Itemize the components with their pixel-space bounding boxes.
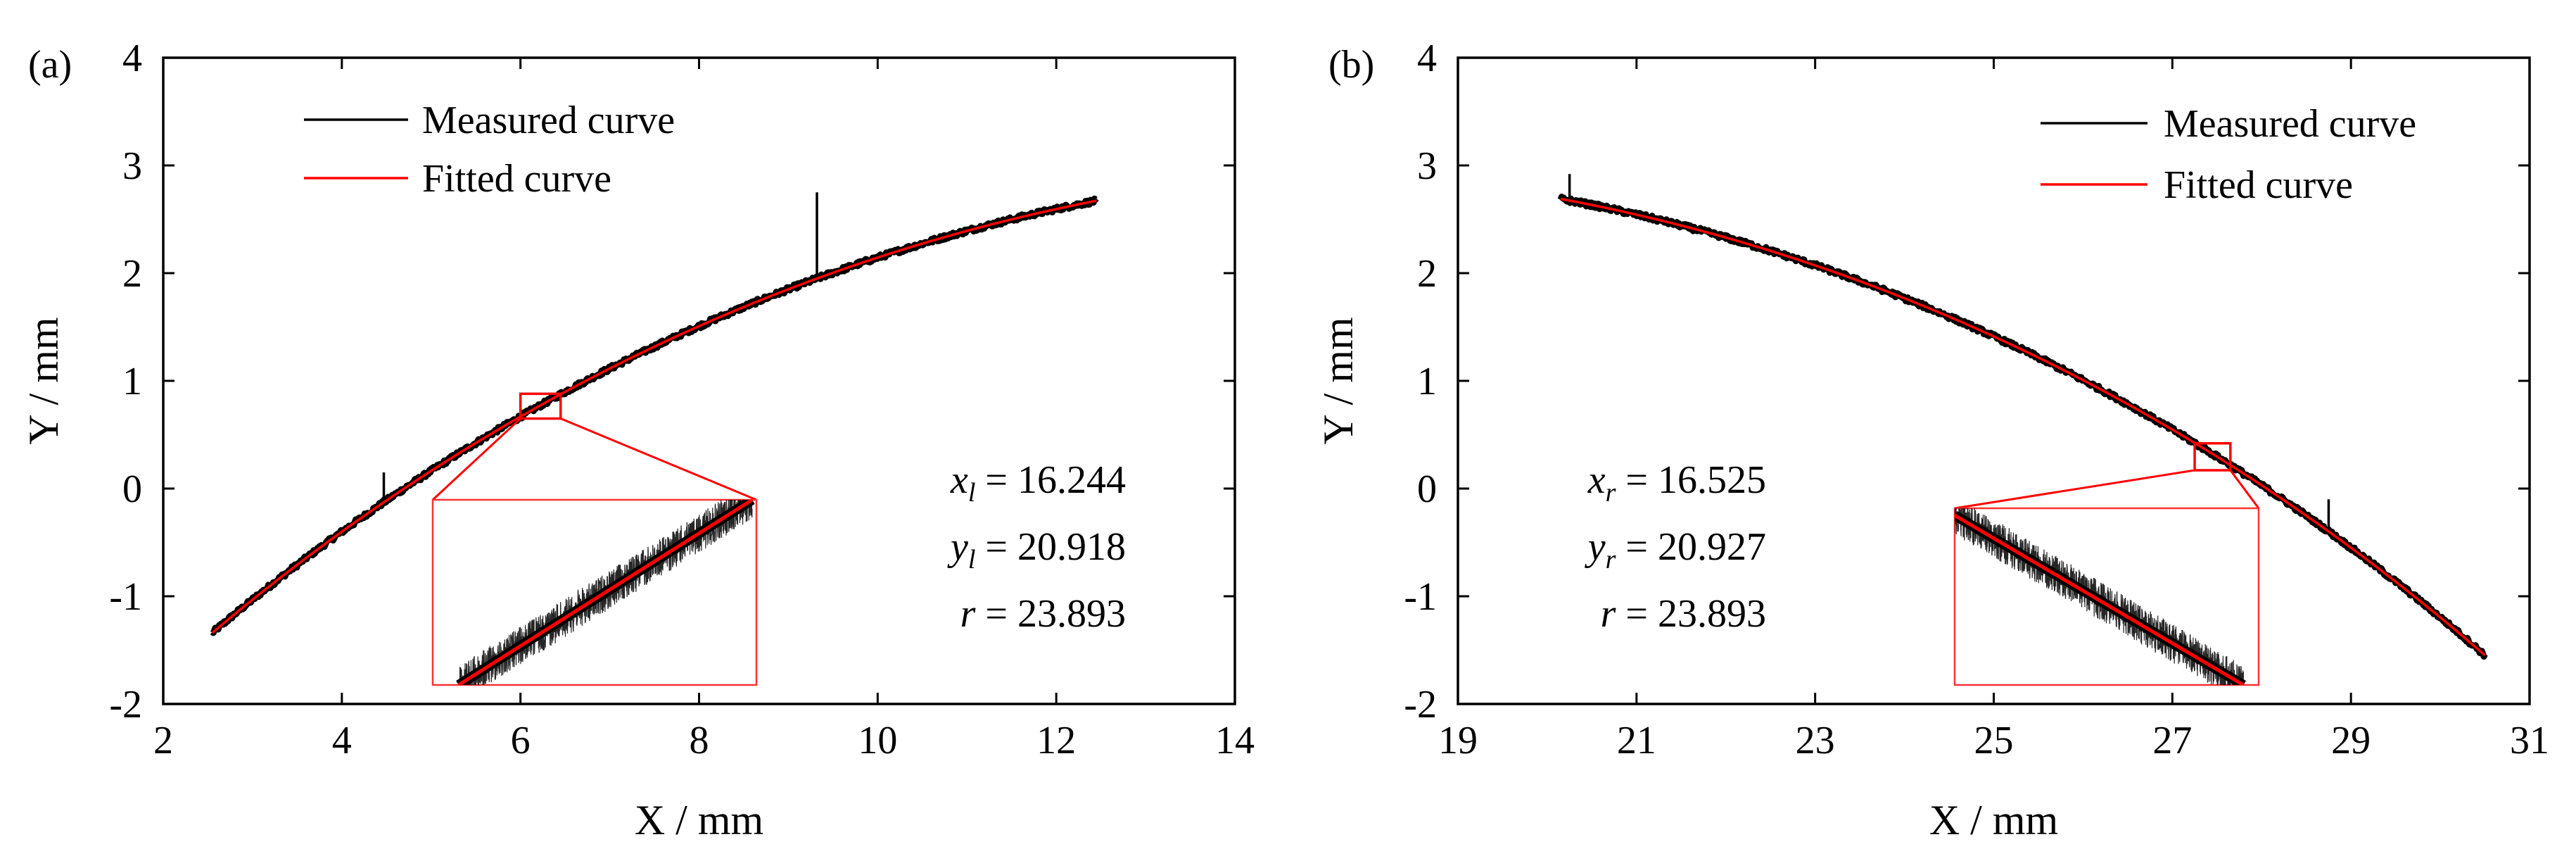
zoom-inset [431,498,758,686]
y-tick-label: 0 [122,467,142,511]
annotation-var: r [1601,592,1616,636]
annotation-value: = 20.927 [1616,525,1766,569]
x-axis-label: X / mm [1929,797,2058,843]
x-tick-label: 6 [511,719,531,762]
annotation-value: = 20.918 [975,525,1126,569]
y-tick-label: 3 [122,144,142,188]
y-tick-label: 1 [122,360,142,403]
annotation-sub: l [968,478,976,508]
annotation-var: x [1587,458,1606,502]
zoom-region-box [2193,441,2232,472]
zoom-inset [1953,507,2260,686]
axes-frame [162,56,1236,705]
annotation-sub: r [1606,545,1616,574]
annotation-var: x [950,458,968,502]
panel-label: (a) [28,43,72,87]
zoom-connector [560,417,757,501]
zoom-region-box [519,392,562,420]
legend-label-fitted: Fitted curve [422,157,611,201]
x-tick-label: 8 [690,719,709,762]
annotation-sub: r [1606,478,1616,508]
annotation-var: y [1585,525,1606,569]
y-tick-label: 4 [1417,37,1437,80]
x-tick-label: 25 [1974,719,2014,762]
x-tick-label: 29 [2331,719,2371,762]
annotation-value: = 23.893 [1616,592,1766,636]
x-tick-label: 2 [153,719,173,762]
zoom-connector [431,417,521,501]
panel-label: (b) [1328,43,1374,87]
y-tick-label: -2 [1404,683,1437,727]
annotation-value: = 16.525 [1616,458,1766,502]
fitted-curve [211,199,1097,634]
annotation: r = 23.893 [960,592,1126,636]
plot-area [1557,174,2488,660]
legend: Measured curve Fitted curve [304,99,675,201]
legend-label-measured: Measured curve [422,99,675,142]
x-tick-label: 21 [1617,719,1656,762]
zoom-fitted-curve [1955,513,2245,685]
legend: Measured curve Fitted curve [2041,102,2416,207]
annotation: yr = 20.927 [1585,525,1766,574]
x-tick-label: 31 [2510,719,2549,762]
annotation: r = 23.893 [1601,592,1766,636]
y-axis-label: Y / mm [20,317,67,444]
zoom-inset-plot [1955,508,2246,685]
fitted-curve [1560,197,2486,657]
y-tick-label: 3 [1417,144,1437,188]
legend-label-fitted: Fitted curve [2164,163,2353,207]
x-tick-label: 19 [1438,719,1478,762]
y-tick-label: 2 [1417,252,1437,296]
x-tick-label: 27 [2152,719,2192,762]
axes-frame [1457,56,2531,705]
y-tick-label: 2 [122,252,142,296]
x-axis-label: X / mm [635,797,763,843]
x-tick-label: 23 [1796,719,1835,762]
annotation-value: = 16.244 [975,458,1126,502]
x-tick-label: 4 [332,719,352,762]
y-tick-label: -1 [109,575,142,619]
y-tick-label: 0 [1417,467,1437,511]
zoom-inset-plot [456,500,755,685]
y-tick-label: 4 [122,37,142,80]
plot-area [210,192,1099,636]
zoom-connector [1954,469,2195,510]
y-tick-label: -2 [109,683,142,727]
y-tick-label: -1 [1404,575,1437,619]
x-tick-label: 12 [1036,719,1076,762]
x-tick-label: 10 [858,719,897,762]
annotation: xl = 16.244 [950,458,1126,508]
legend-label-measured: Measured curve [2164,102,2416,146]
zoom-connector [2229,470,2260,509]
annotation: yl = 20.918 [947,525,1126,574]
y-axis-label: Y / mm [1315,317,1362,444]
x-tick-label: 14 [1215,719,1255,762]
annotation-var: r [960,592,976,636]
y-tick-label: 1 [1417,360,1437,403]
annotation-value: = 23.893 [975,592,1126,636]
annotation-var: y [947,525,968,569]
annotation: xr = 16.525 [1587,458,1766,508]
zoom-fitted-curve [457,500,754,685]
annotation-sub: l [968,545,976,574]
